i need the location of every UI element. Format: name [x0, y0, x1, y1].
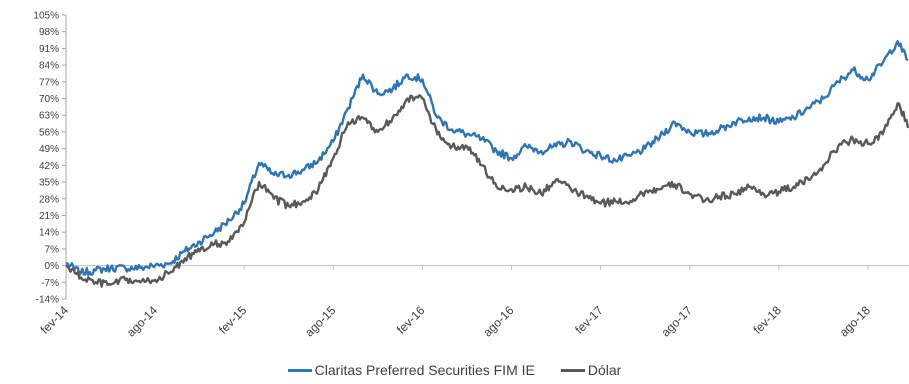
x-tick-label: fev-14: [38, 303, 72, 337]
y-tick-label: -7%: [41, 278, 59, 289]
y-tick-label: 105%: [33, 11, 59, 22]
x-tick-label: fev-15: [216, 303, 250, 337]
y-tick-label: -14%: [36, 295, 59, 306]
y-tick-label: 84%: [39, 61, 59, 72]
legend-item-dolar: Dólar: [560, 362, 622, 378]
y-tick-label: 98%: [39, 27, 59, 38]
y-tick-label: 14%: [39, 228, 59, 239]
y-tick-label: 63%: [39, 111, 59, 122]
legend: Claritas Preferred Securities FIM IE Dól…: [0, 362, 909, 378]
x-tick-label: ago-16: [480, 303, 517, 340]
y-tick-label: 49%: [39, 144, 59, 155]
series-line-claritas: [65, 40, 909, 277]
legend-swatch-claritas: [287, 368, 312, 372]
y-tick-label: 21%: [39, 211, 59, 222]
y-tick-label: 28%: [39, 194, 59, 205]
y-tick-label: 7%: [45, 244, 60, 255]
x-tick-label: ago-18: [837, 303, 874, 340]
x-tick-label: ago-15: [302, 303, 339, 340]
x-tick-label: fev-17: [572, 303, 606, 337]
x-tick-label: fev-16: [394, 303, 428, 337]
y-tick-label: 35%: [39, 178, 59, 189]
y-tick-label: 56%: [39, 127, 59, 138]
y-tick-label: 91%: [39, 44, 59, 55]
legend-label-dolar: Dólar: [587, 362, 622, 378]
legend-item-claritas: Claritas Preferred Securities FIM IE: [287, 362, 535, 378]
y-tick-label: 42%: [39, 161, 59, 172]
x-tick-label: ago-14: [124, 303, 161, 340]
series-line-dolar: [65, 94, 909, 288]
x-tick-label: fev-18: [750, 303, 784, 337]
x-tick-label: ago-17: [658, 303, 695, 340]
legend-swatch-dolar: [560, 368, 585, 372]
legend-label-claritas: Claritas Preferred Securities FIM IE: [314, 362, 535, 378]
y-tick-label: 0%: [45, 261, 60, 272]
y-tick-label: 77%: [39, 77, 59, 88]
y-tick-label: 70%: [39, 94, 59, 105]
